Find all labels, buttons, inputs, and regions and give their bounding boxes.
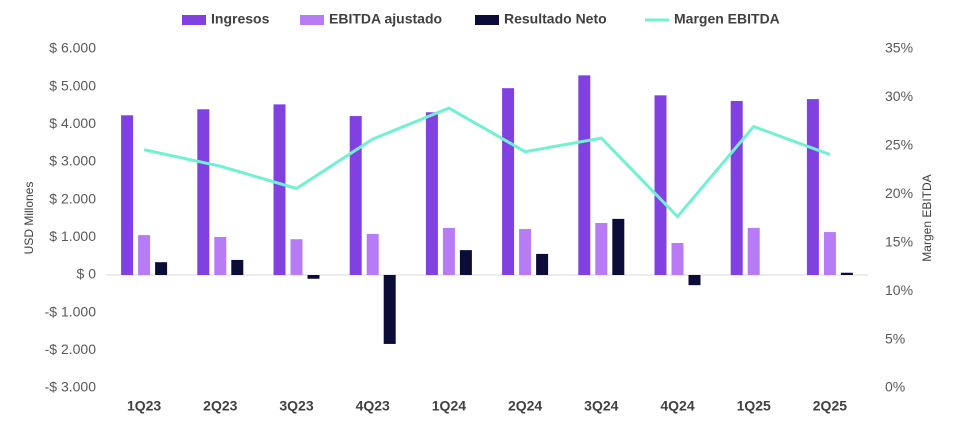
y2-tick-label: 10% (885, 282, 913, 298)
bar (502, 88, 515, 275)
bar (459, 250, 472, 275)
legend-label: Margen EBITDA (674, 11, 780, 27)
y2-axis-title: Margen EBITDA (920, 174, 934, 261)
bar (231, 259, 244, 275)
bar (747, 227, 760, 275)
y-tick-label: -$ 2.000 (45, 341, 97, 357)
bar (383, 275, 396, 344)
bar (595, 223, 608, 275)
bar (197, 109, 210, 276)
y2-tick-label: 25% (885, 137, 913, 153)
y-tick-label: -$ 1.000 (45, 303, 97, 319)
y-tick-label: $ 1.000 (49, 228, 96, 244)
bar (425, 112, 438, 275)
bar (442, 227, 455, 275)
bar (654, 95, 667, 275)
bar (290, 239, 303, 275)
x-tick-label: 2Q23 (203, 398, 237, 414)
legend-swatch (300, 15, 324, 25)
bar (730, 100, 743, 275)
legend-label: Resultado Neto (504, 11, 607, 27)
x-tick-label: 3Q24 (584, 398, 618, 414)
legend-label: Ingresos (211, 11, 270, 27)
y2-tick-label: 30% (885, 88, 913, 104)
legend-label: EBITDA ajustado (329, 11, 442, 27)
x-tick-label: 4Q24 (660, 398, 694, 414)
legend-swatch (475, 15, 499, 25)
bar (366, 233, 379, 275)
x-tick-label: 1Q25 (737, 398, 771, 414)
bar (519, 229, 532, 275)
bar (806, 99, 819, 275)
y-tick-label: $ 3.000 (49, 153, 96, 169)
y-tick-label: $ 6.000 (49, 40, 96, 56)
bar (536, 253, 549, 275)
x-tick-label: 4Q23 (356, 398, 390, 414)
legend-swatch (182, 15, 206, 25)
y-axis-title: USD Millones (22, 182, 36, 255)
y-tick-label: -$ 3.000 (45, 379, 97, 395)
y2-tick-label: 20% (885, 185, 913, 201)
bar (671, 242, 684, 275)
y2-tick-label: 35% (885, 40, 913, 56)
bar (214, 236, 227, 275)
bar (138, 235, 151, 275)
x-tick-label: 2Q25 (813, 398, 847, 414)
y2-tick-label: 5% (885, 330, 905, 346)
bar (307, 275, 320, 279)
y-tick-label: $ 5.000 (49, 77, 96, 93)
x-tick-label: 1Q23 (127, 398, 161, 414)
x-tick-label: 3Q23 (279, 398, 313, 414)
bar (688, 275, 701, 286)
bar (273, 104, 286, 276)
bar (121, 115, 134, 275)
y-tick-label: $ 0 (77, 266, 97, 282)
x-tick-label: 2Q24 (508, 398, 542, 414)
bar (612, 218, 625, 275)
bar (349, 116, 362, 276)
line (143, 106, 831, 219)
x-tick-label: 1Q24 (432, 398, 466, 414)
bar (155, 262, 168, 275)
y-tick-label: $ 2.000 (49, 190, 96, 206)
y2-tick-label: 15% (885, 233, 913, 249)
bar (840, 272, 853, 275)
y-tick-label: $ 4.000 (49, 115, 96, 131)
bar (823, 232, 836, 275)
bar (578, 75, 591, 275)
y2-tick-label: 0% (885, 379, 905, 395)
